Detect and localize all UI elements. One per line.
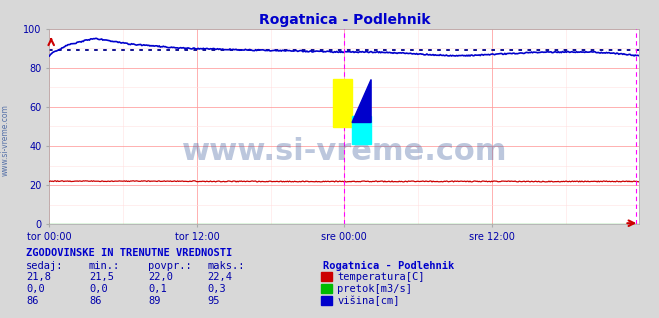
Text: 22,4: 22,4: [208, 272, 233, 282]
Text: 86: 86: [26, 296, 39, 306]
Text: višina[cm]: višina[cm]: [337, 296, 400, 306]
Text: 0,3: 0,3: [208, 284, 226, 294]
Bar: [333, 80, 352, 127]
Bar: [352, 116, 371, 144]
Text: 22,0: 22,0: [148, 272, 173, 282]
Text: 95: 95: [208, 296, 220, 306]
Polygon shape: [352, 80, 371, 122]
Text: 21,8: 21,8: [26, 272, 51, 282]
Text: maks.:: maks.:: [208, 261, 245, 271]
Text: pretok[m3/s]: pretok[m3/s]: [337, 284, 413, 294]
Text: www.si-vreme.com: www.si-vreme.com: [182, 137, 507, 166]
Text: ZGODOVINSKE IN TRENUTNE VREDNOSTI: ZGODOVINSKE IN TRENUTNE VREDNOSTI: [26, 248, 233, 258]
Text: 0,0: 0,0: [89, 284, 107, 294]
Text: sedaj:: sedaj:: [26, 261, 64, 271]
Text: povpr.:: povpr.:: [148, 261, 192, 271]
Text: temperatura[C]: temperatura[C]: [337, 272, 425, 282]
Text: min.:: min.:: [89, 261, 120, 271]
Text: 89: 89: [148, 296, 161, 306]
Text: www.si-vreme.com: www.si-vreme.com: [1, 104, 10, 176]
Title: Rogatnica - Podlehnik: Rogatnica - Podlehnik: [258, 13, 430, 27]
Text: 86: 86: [89, 296, 101, 306]
Text: 0,0: 0,0: [26, 284, 45, 294]
Text: Rogatnica - Podlehnik: Rogatnica - Podlehnik: [323, 261, 454, 271]
Text: 0,1: 0,1: [148, 284, 167, 294]
Text: 21,5: 21,5: [89, 272, 114, 282]
